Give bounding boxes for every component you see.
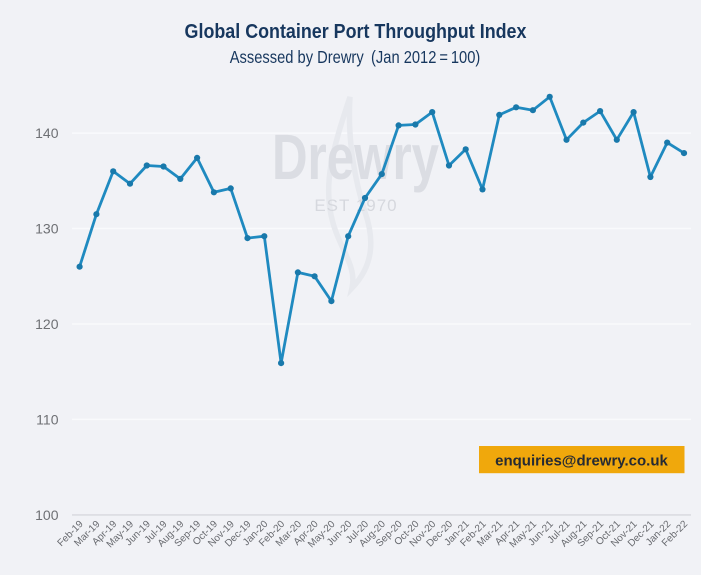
svg-text:Assessed by Drewry (Jan 2012 =: Assessed by Drewry (Jan 2012 = 100): [230, 48, 481, 67]
svg-text:110: 110: [36, 411, 59, 427]
svg-text:enquiries@drewry.co.uk: enquiries@drewry.co.uk: [495, 453, 668, 470]
svg-text:140: 140: [35, 125, 59, 141]
svg-text:Drewry: Drewry: [272, 122, 439, 194]
svg-text:120: 120: [35, 316, 59, 332]
svg-text:EST 1970: EST 1970: [314, 196, 397, 215]
svg-text:130: 130: [35, 221, 59, 237]
svg-text:Global Container Port Throughp: Global Container Port Throughput Index: [185, 21, 527, 43]
svg-text:100: 100: [35, 507, 59, 523]
